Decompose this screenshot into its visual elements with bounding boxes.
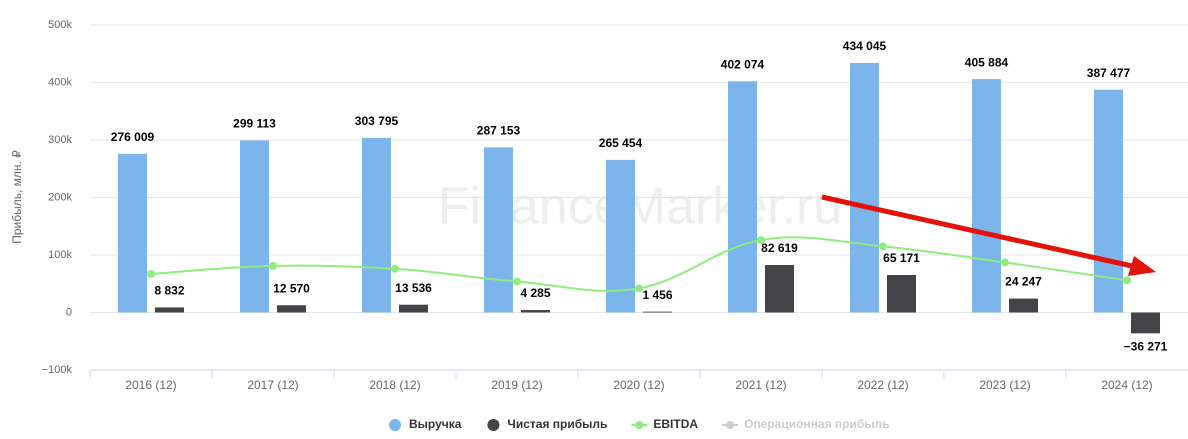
data-label: 24 247 [1005,275,1042,289]
bar [399,304,428,313]
legend-label: Чистая прибыль [507,417,607,431]
data-label: 82 619 [761,241,798,255]
legend-item[interactable]: Чистая прибыль [487,417,607,431]
data-label: 65 171 [883,251,920,265]
line-point [879,242,887,251]
x-tick-label: 2020 (12) [613,378,664,392]
legend: Выручка Чистая прибыль EBITDA Операционная … [389,417,890,431]
x-tick-label: 2024 (12) [1101,378,1152,392]
bar [1009,298,1038,313]
arrow [821,194,1156,276]
bar [972,79,1001,313]
data-label: 4 285 [520,286,550,300]
legend-symbol [389,419,401,431]
data-label: 303 795 [355,114,399,128]
legend-label: Операционная прибыль [744,417,889,431]
line-point [757,236,765,245]
legend-item[interactable]: Выручка [389,417,462,431]
y-tick-label: 200k [48,191,72,203]
data-label: 1 456 [642,288,672,302]
data-label: 13 536 [395,281,432,295]
y-axis-label: Прибыль, млн. ₽ [10,150,24,244]
line-point [513,277,521,286]
data-label: 265 454 [599,136,643,150]
data-label: −36 271 [1124,340,1168,354]
line-point [635,284,643,293]
legend-symbol [487,419,500,431]
bar [850,62,879,313]
data-label: 405 884 [965,55,1009,69]
line-point [147,269,155,278]
data-label: 387 477 [1087,66,1131,80]
data-label: 8 832 [154,284,184,298]
line-point [1123,276,1131,285]
y-tick-label: 500k [48,19,72,31]
x-tick-label: 2022 (12) [857,378,908,392]
bar [728,81,757,313]
bar [521,310,550,313]
bar [643,311,672,313]
bar [118,153,147,313]
x-tick-label: 2021 (12) [735,378,786,392]
legend-label: Выручка [409,417,462,431]
y-tick-label: 300k [48,134,72,146]
data-label: 287 153 [477,124,521,138]
data-label: 299 113 [233,117,276,131]
bar [155,307,184,313]
grid: −100k 0 100k 200k 300k 400k 500k 2016 (12) 2017 … [42,19,1188,392]
bar [240,140,269,313]
legend-label: EBITDA [653,417,698,431]
bar [1131,312,1160,334]
x-tick-label: 2016 (12) [125,378,176,392]
arrow-head [1128,256,1156,276]
x-tick-label: 2019 (12) [491,378,542,392]
x-tick-label: 2017 (12) [247,378,298,392]
bar [765,264,794,313]
line-point [1001,258,1009,267]
legend-symbol [726,421,735,429]
data-label: 12 570 [273,281,310,295]
bar [362,137,391,313]
data-label: 434 045 [843,39,887,53]
line-point [269,261,277,270]
y-tick-label: 0 [66,306,72,318]
arrow-shaft [821,194,1133,269]
bar [606,159,635,313]
x-tick-label: 2023 (12) [979,378,1030,392]
y-tick-label: 400k [48,76,72,88]
bar [277,305,306,313]
legend-symbol [635,421,644,429]
line-point [391,264,399,273]
y-tick-label: −100k [42,364,73,376]
legend-item[interactable]: EBITDA [631,417,698,431]
x-tick-label: 2018 (12) [369,378,420,392]
bar [887,275,916,313]
marks: 276 009 299 113 303 795 287 153 265 454 402 0… [111,39,1168,353]
y-tick-label: 100k [48,249,72,261]
data-label: 402 074 [721,57,765,71]
data-label: 276 009 [111,130,155,144]
bar [484,147,513,313]
legend-item[interactable]: Операционная прибыль [722,417,890,431]
